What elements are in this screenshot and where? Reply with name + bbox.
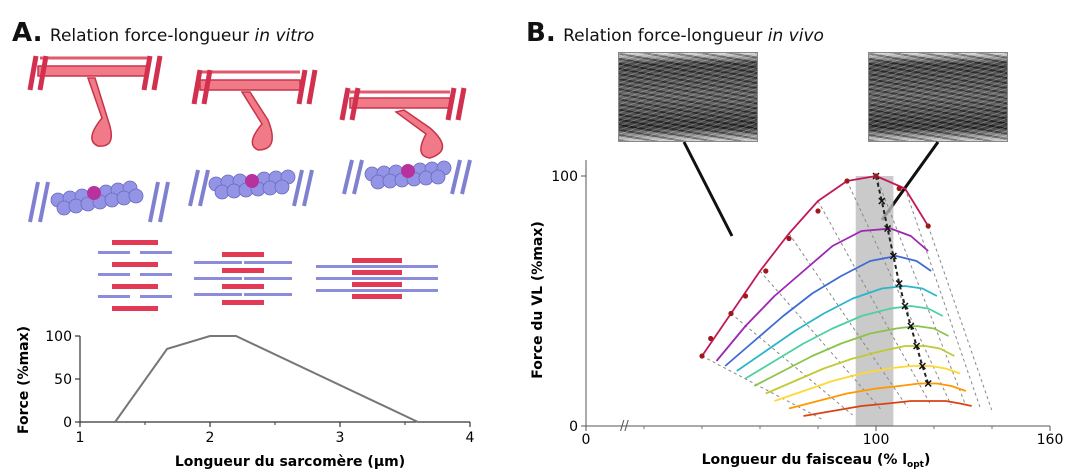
data-point: [844, 178, 850, 184]
panel-b-title-text: Relation force-longueur: [563, 26, 763, 46]
panel-b-ylabel: Force du VL (%max): [530, 221, 546, 379]
activation-curve-4: [736, 285, 938, 372]
iso-dash-line: [730, 313, 853, 416]
iso-dash-line: [846, 180, 952, 406]
panel-b-letter: B.: [526, 18, 556, 48]
iso-dash-line: [701, 355, 824, 421]
panel-a-xlabel: Longueur du sarcomère (μm): [175, 454, 405, 470]
panel-a-title-text: Relation force-longueur: [49, 26, 250, 46]
ultrasound-image-long: [868, 52, 1008, 142]
optimum-marker: [878, 197, 886, 205]
x-tick-label: 2: [206, 430, 215, 446]
panel-b-xlabel: Longueur du faisceau (% lopt): [702, 452, 931, 470]
y-tick-label: 0: [63, 415, 72, 431]
panel-a-title: A. Relation force-longueur in vitro: [12, 18, 314, 48]
activation-curve-8: [774, 365, 961, 402]
panel-b-chart: // 0 100 0 100 160 Force du VL (%max) Longue…: [530, 141, 1064, 470]
sarcomere-overlap-3: [316, 258, 438, 299]
activation-curve-6: [753, 325, 949, 387]
panel-b-title: B. Relation force-longueur in vivo: [526, 18, 824, 48]
sarcomere-illustration: [27, 55, 472, 311]
myosin-head-3: [339, 87, 467, 159]
panel-a-chart: 0 50 100 1 2 3 4 Force (%max) Longueur du sarc…: [16, 326, 475, 470]
activation-curve-3: [724, 255, 932, 367]
x-tick-label: 3: [336, 430, 345, 446]
optimum-marker: [924, 379, 932, 388]
actin-filament-2: [188, 169, 314, 207]
data-point: [699, 353, 705, 359]
activation-curve-2: [715, 227, 929, 362]
x-tick-label: 100: [863, 432, 890, 448]
activation-curve-10: [803, 400, 972, 417]
panel-b-xlabel-main: Longueur du faisceau (% l: [702, 452, 907, 468]
ultrasound-image-short: [618, 52, 758, 142]
myosin-head-2: [191, 69, 318, 151]
optimum-marker: [907, 322, 915, 330]
x-tick-label: 0: [582, 432, 591, 448]
y-tick-label: 100: [45, 329, 72, 345]
optimal-length-band: [855, 176, 894, 426]
callout-line-left: [682, 141, 734, 237]
data-point: [925, 223, 931, 229]
x-tick-label: 4: [466, 430, 475, 446]
activation-curve-5: [745, 305, 944, 380]
data-point: [728, 310, 734, 317]
force-length-line: [114, 335, 419, 423]
panel-a-ylabel: Force (%max): [16, 326, 32, 434]
optimum-marker: [901, 302, 909, 310]
x-tick-label: 160: [1037, 432, 1064, 448]
myosin-head-1: [27, 55, 163, 147]
y-tick-label: 100: [551, 169, 578, 185]
optimum-marker: [895, 279, 903, 288]
y-tick-label: 50: [54, 372, 72, 388]
iso-dash-line: [759, 270, 882, 411]
optimum-marker: [918, 362, 926, 370]
data-point: [896, 185, 902, 192]
optimum-line: [875, 175, 930, 384]
data-point: [873, 173, 879, 179]
panel-b-xlabel-sub: opt: [907, 460, 925, 470]
panel-b-xlabel-end: ): [924, 452, 930, 468]
activation-curve-1: [701, 175, 929, 357]
data-point: [742, 293, 749, 299]
data-point: [708, 335, 714, 342]
y-tick-label: 0: [569, 419, 578, 435]
iso-dash-line: [875, 175, 967, 406]
activation-curve-9: [788, 382, 967, 410]
data-point: [786, 235, 792, 242]
sarcomere-overlap-1: [98, 240, 172, 311]
data-point: [763, 268, 769, 274]
activation-curve-7: [765, 345, 955, 395]
panel-a-title-italic: in vitro: [254, 26, 315, 46]
optimum-marker: [889, 252, 897, 260]
iso-dash-line: [927, 225, 993, 411]
panel-b-title-italic: in vivo: [767, 26, 824, 46]
iso-dash-line: [904, 188, 981, 408]
optimum-marker: [884, 224, 892, 233]
data-point: [815, 208, 821, 214]
axis-break-icon: //: [620, 419, 629, 434]
actin-filament-3: [342, 159, 472, 195]
actin-filament-1: [28, 180, 170, 223]
iso-dash-line: [817, 200, 932, 406]
iso-dash-line: [788, 233, 909, 408]
panel-a-axes: [79, 336, 470, 423]
x-tick-label: 1: [76, 430, 85, 446]
panel-a-letter: A.: [12, 18, 43, 48]
optimum-marker: [913, 342, 921, 350]
sarcomere-overlap-2: [194, 252, 292, 305]
